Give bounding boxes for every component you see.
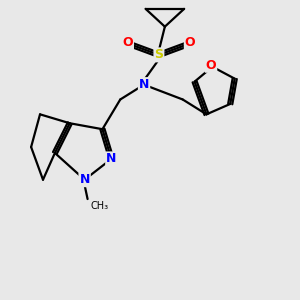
Text: N: N (106, 152, 116, 165)
Text: N: N (80, 173, 90, 186)
Text: S: S (154, 48, 164, 62)
Text: N: N (139, 78, 149, 91)
Text: O: O (206, 59, 216, 72)
Text: O: O (122, 37, 133, 50)
Text: O: O (185, 37, 195, 50)
Text: CH₃: CH₃ (91, 202, 109, 212)
